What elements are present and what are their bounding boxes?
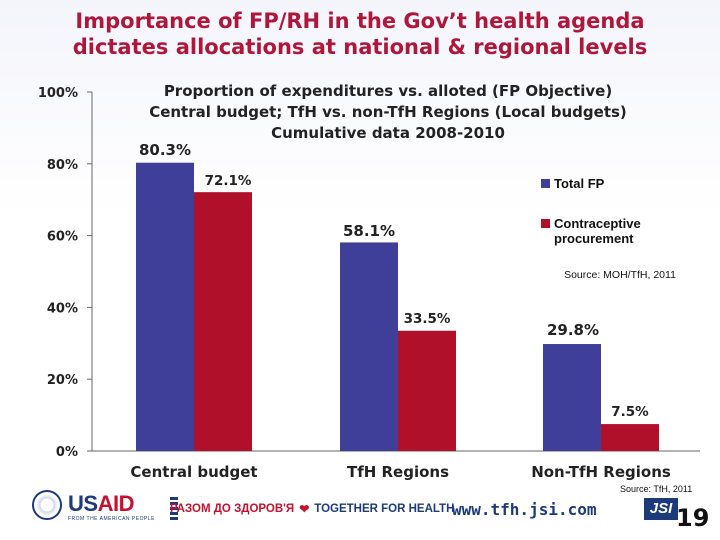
y-tick-label: 100% [38, 86, 78, 101]
y-tick-label: 60% [47, 230, 78, 245]
heart-icon: ❤ [299, 502, 310, 516]
bar [601, 424, 659, 451]
tfh-banner-ukrainian: РАЗОМ ДО ЗДОРОВ'Я [170, 503, 295, 515]
chart-title-line-1: Proportion of expenditures vs. alloted (… [164, 82, 612, 100]
usaid-seal-icon [32, 490, 62, 520]
x-category-label: Central budget [130, 463, 257, 481]
x-category-label: TfH Regions [347, 463, 449, 481]
chart-title-line-2: Central budget; TfH vs. non-TfH Regions … [149, 103, 627, 121]
data-label: 29.8% [547, 321, 599, 339]
bar [340, 242, 398, 451]
bar [398, 330, 456, 451]
legend-label: Contraceptive [554, 216, 641, 231]
y-tick-label: 80% [47, 158, 78, 173]
slide-title: Importance of FP/RH in the Gov’t health … [0, 8, 720, 60]
data-label: 80.3% [139, 141, 191, 159]
data-label: 33.5% [404, 311, 451, 327]
footer-source-note: Source: TfH, 2011 [620, 484, 693, 494]
slide-title-line-1: Importance of FP/RH in the Gov’t health … [75, 9, 645, 33]
usaid-logo-aid: AID [97, 491, 135, 516]
legend-swatch [541, 219, 550, 228]
bar [194, 192, 252, 451]
bar [136, 162, 194, 451]
website-link[interactable]: www.tfh.jsi.com [452, 500, 597, 519]
chart-source-note: Source: MOH/TfH, 2011 [564, 269, 676, 281]
x-category-label: Non-TfH Regions [531, 463, 671, 481]
data-label: 58.1% [343, 222, 395, 240]
jsi-logo: JSI [644, 498, 678, 520]
usaid-logo-us: US [68, 491, 98, 516]
tfh-banner-english: TOGETHER FOR HEALTH [314, 503, 455, 515]
tfh-banner: РАЗОМ ДО ЗДОРОВ'Я ❤ TOGETHER FOR HEALTH [170, 498, 454, 520]
legend-swatch [541, 179, 550, 188]
y-tick-label: 40% [47, 301, 78, 316]
data-label: 7.5% [611, 404, 649, 420]
bar [543, 344, 601, 451]
page-number: 19 [676, 504, 710, 532]
usaid-tagline: FROM THE AMERICAN PEOPLE [68, 516, 155, 522]
data-label: 72.1% [205, 173, 252, 189]
usaid-logo: USAID [68, 491, 134, 517]
legend-label: procurement [554, 231, 634, 246]
legend-label: Total FP [554, 176, 605, 191]
chart-title-line-3: Cumulative data 2008-2010 [271, 124, 505, 142]
tfh-stripe-icon [170, 496, 178, 520]
y-tick-label: 20% [47, 373, 78, 388]
y-tick-label: 0% [56, 445, 78, 460]
slide-title-line-2: dictates allocations at national & regio… [72, 35, 648, 59]
